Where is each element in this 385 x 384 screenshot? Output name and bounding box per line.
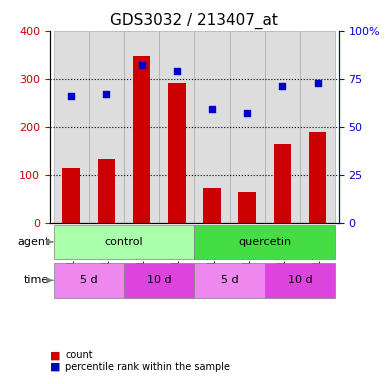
Bar [229, 31, 265, 223]
Point [209, 106, 215, 113]
Text: ■: ■ [50, 362, 60, 372]
Bar [274, 144, 291, 223]
Bar [194, 31, 229, 223]
Text: count: count [65, 350, 93, 360]
Point [315, 79, 321, 86]
Bar [124, 263, 194, 298]
Bar [309, 132, 326, 223]
Bar [133, 56, 151, 223]
Text: control: control [105, 237, 143, 247]
Bar [159, 31, 194, 223]
Text: 5 d: 5 d [80, 275, 97, 285]
Bar [124, 31, 159, 223]
Bar [89, 31, 124, 223]
Bar [54, 263, 124, 298]
Text: 10 d: 10 d [147, 275, 172, 285]
Bar [62, 167, 80, 223]
Text: agent: agent [17, 237, 49, 247]
Bar [265, 263, 335, 298]
Text: quercetin: quercetin [238, 237, 291, 247]
Bar [54, 31, 89, 223]
Bar [203, 188, 221, 223]
Bar [300, 31, 335, 223]
Title: GDS3032 / 213407_at: GDS3032 / 213407_at [110, 13, 278, 29]
Point [103, 91, 109, 97]
Point [139, 62, 145, 68]
Point [68, 93, 74, 99]
Point [174, 68, 180, 74]
Text: time: time [24, 275, 49, 285]
Bar [168, 83, 186, 223]
Bar [194, 225, 335, 259]
Bar [265, 31, 300, 223]
Text: percentile rank within the sample: percentile rank within the sample [65, 362, 231, 372]
Bar [54, 225, 194, 259]
Point [244, 110, 250, 116]
Text: 10 d: 10 d [288, 275, 312, 285]
Bar [194, 263, 265, 298]
Bar [97, 159, 115, 223]
Text: ■: ■ [50, 350, 60, 360]
Text: 5 d: 5 d [221, 275, 238, 285]
Bar [238, 192, 256, 223]
Point [280, 83, 286, 89]
